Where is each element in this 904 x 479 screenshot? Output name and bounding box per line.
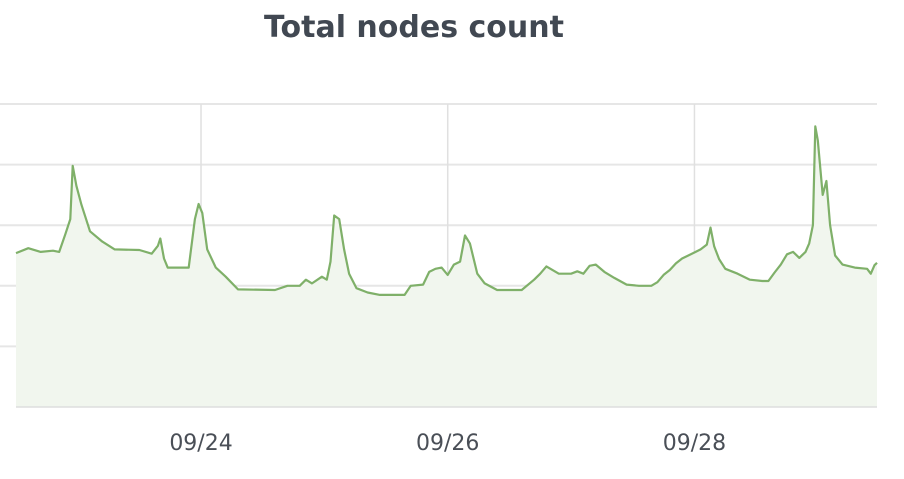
x-tick-label: 09/24 [169,431,232,456]
x-tick-label: 09/28 [663,431,726,456]
x-axis-tick-labels: 09/24 09/26 09/28 [169,431,726,456]
series-line [15,125,878,296]
series-area-fill [16,126,877,408]
chart-title: Total nodes count [264,10,564,45]
x-tick-label: 09/26 [416,431,479,456]
